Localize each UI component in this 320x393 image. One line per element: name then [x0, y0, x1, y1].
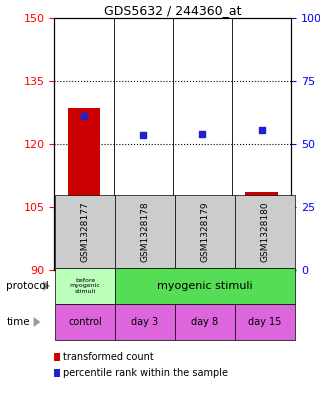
Text: before
myogenic
stimuli: before myogenic stimuli: [69, 278, 100, 294]
Text: percentile rank within the sample: percentile rank within the sample: [63, 368, 228, 378]
Text: day 8: day 8: [191, 317, 219, 327]
Text: control: control: [68, 317, 102, 327]
Bar: [186, 268, 219, 270]
Text: GSM1328179: GSM1328179: [201, 201, 210, 262]
Text: day 3: day 3: [132, 317, 159, 327]
Point: [141, 132, 146, 138]
Text: GSM1328178: GSM1328178: [140, 201, 149, 262]
Point: [259, 127, 264, 133]
Point: [82, 113, 87, 119]
Title: GDS5632 / 244360_at: GDS5632 / 244360_at: [104, 4, 242, 17]
Bar: [127, 241, 159, 270]
Text: myogenic stimuli: myogenic stimuli: [157, 281, 253, 291]
Text: protocol: protocol: [6, 281, 49, 291]
Text: day 15: day 15: [248, 317, 282, 327]
Text: GSM1328177: GSM1328177: [81, 201, 90, 262]
Bar: [68, 108, 100, 270]
Point: [200, 131, 205, 137]
Text: GSM1328180: GSM1328180: [260, 201, 269, 262]
Text: time: time: [6, 317, 30, 327]
Text: transformed count: transformed count: [63, 352, 154, 362]
Bar: [245, 192, 278, 270]
